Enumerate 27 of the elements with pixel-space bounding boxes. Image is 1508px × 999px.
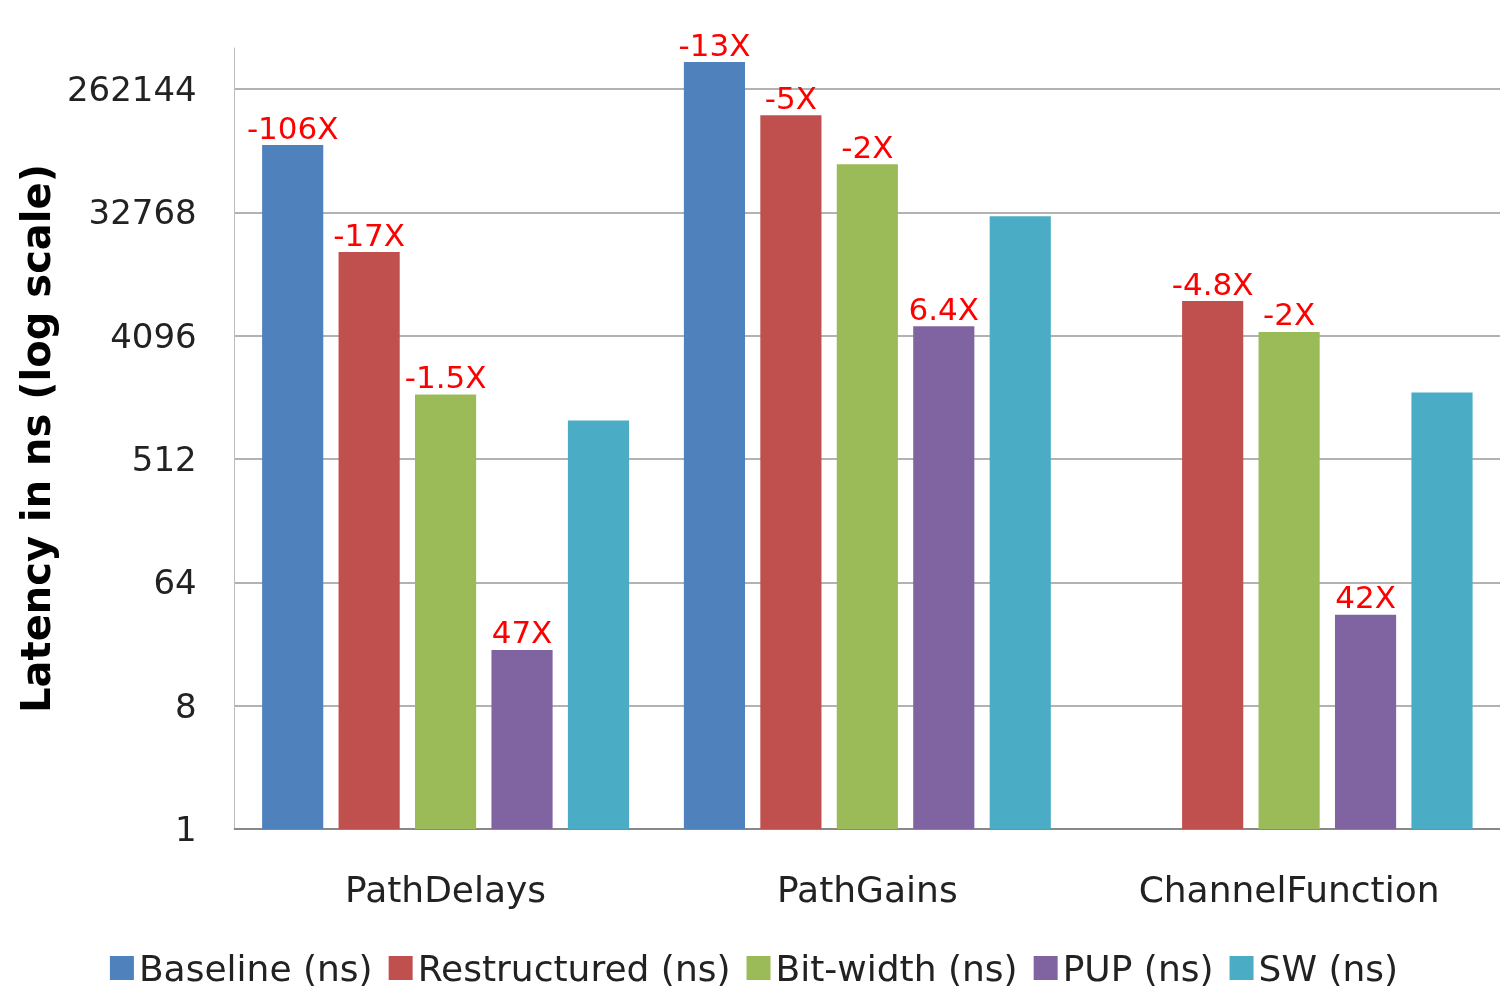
annotation: -2X bbox=[841, 128, 894, 165]
annotation: 42X bbox=[1335, 579, 1396, 616]
legend-label: Baseline (ns) bbox=[138, 947, 373, 989]
x-tick-label: ChannelFunction bbox=[1138, 868, 1440, 910]
y-tick-label: 64 bbox=[153, 562, 197, 603]
y-tick-label: 262144 bbox=[66, 69, 197, 110]
y-tick-label: 32768 bbox=[88, 192, 197, 233]
annotation: 47X bbox=[491, 614, 553, 651]
legend-label: PUP (ns) bbox=[1062, 947, 1214, 989]
legend-label: Restructured (ns) bbox=[417, 947, 731, 989]
x-tick-label: PathDelays bbox=[345, 868, 547, 910]
y-tick-label: 4096 bbox=[110, 315, 197, 356]
annotation: -5X bbox=[764, 79, 817, 116]
annotation: -1.5X bbox=[404, 359, 487, 396]
annotation: 6.4X bbox=[908, 290, 980, 327]
y-axis-title: Latency in ns (log scale) bbox=[13, 164, 59, 713]
x-tick-label: PathGains bbox=[777, 868, 958, 910]
legend-label: Bit-width (ns) bbox=[775, 947, 1018, 989]
annotation: -106X bbox=[246, 109, 339, 146]
y-tick-label: 8 bbox=[175, 685, 197, 726]
annotation: -17X bbox=[333, 216, 406, 253]
legend-label: SW (ns) bbox=[1258, 947, 1399, 989]
annotation: -13X bbox=[678, 26, 751, 63]
annotation: -2X bbox=[1263, 296, 1316, 333]
annotation: -4.8X bbox=[1171, 265, 1254, 302]
y-tick-label: 512 bbox=[131, 439, 197, 480]
y-tick-label: 1 bbox=[175, 809, 197, 849]
